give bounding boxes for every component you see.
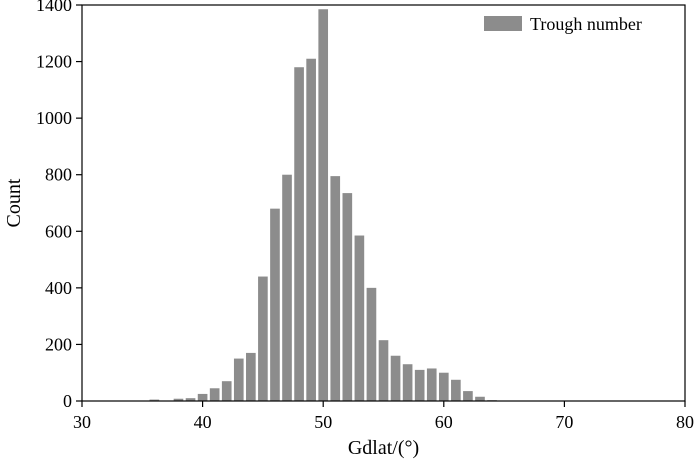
bar-43	[233, 358, 244, 401]
x-tick-label: 40	[194, 412, 212, 432]
bar-44	[246, 352, 256, 401]
y-axis-title: Count	[3, 178, 25, 227]
y-axis-ticks: 0 200 400 600 800 1000 1200 1400	[36, 0, 82, 411]
bar-50	[318, 9, 329, 401]
bar-58	[414, 369, 425, 401]
bar-60	[438, 372, 449, 401]
y-tick-label: 200	[45, 334, 72, 354]
x-tick-label: 30	[73, 412, 91, 432]
plot-frame	[81, 4, 686, 402]
bar-57	[402, 364, 413, 401]
bar-56	[390, 355, 401, 401]
bar-53	[354, 235, 365, 401]
y-tick-label: 600	[45, 221, 72, 241]
bar-55	[378, 340, 389, 401]
bar-51	[330, 176, 341, 401]
bar-41	[209, 388, 220, 401]
bars-group	[149, 9, 497, 401]
bar-49	[306, 58, 316, 401]
y-tick-label: 400	[45, 278, 72, 298]
bar-42	[221, 381, 232, 401]
legend: Trough number	[484, 14, 642, 34]
y-tick-label: 0	[63, 391, 72, 411]
bar-46	[270, 208, 280, 401]
bar-40	[197, 393, 208, 401]
bar-36	[149, 399, 160, 401]
y-tick-label: 1000	[36, 108, 72, 128]
x-axis-title: Gdlat/(°)	[348, 437, 419, 459]
x-tick-label: 50	[314, 412, 332, 432]
bar-61	[451, 379, 461, 401]
bar-45	[258, 276, 268, 401]
bar-47	[282, 174, 292, 401]
legend-swatch	[484, 16, 522, 31]
bar-62	[463, 391, 473, 401]
y-tick-label: 1200	[36, 52, 72, 72]
x-tick-label: 60	[435, 412, 453, 432]
bar-59	[426, 368, 437, 401]
x-tick-label: 70	[555, 412, 573, 432]
bar-52	[342, 193, 353, 401]
x-tick-label: 80	[676, 412, 694, 432]
bar-39	[185, 398, 196, 401]
y-tick-label: 800	[45, 165, 72, 185]
x-axis-ticks: 30 40 50 60 70 80	[73, 401, 694, 432]
bar-48	[294, 67, 304, 401]
y-tick-label: 1400	[36, 0, 72, 15]
bar-63	[475, 396, 485, 401]
bar-54	[366, 287, 377, 401]
legend-label: Trough number	[530, 14, 642, 34]
bar-38	[173, 398, 184, 401]
